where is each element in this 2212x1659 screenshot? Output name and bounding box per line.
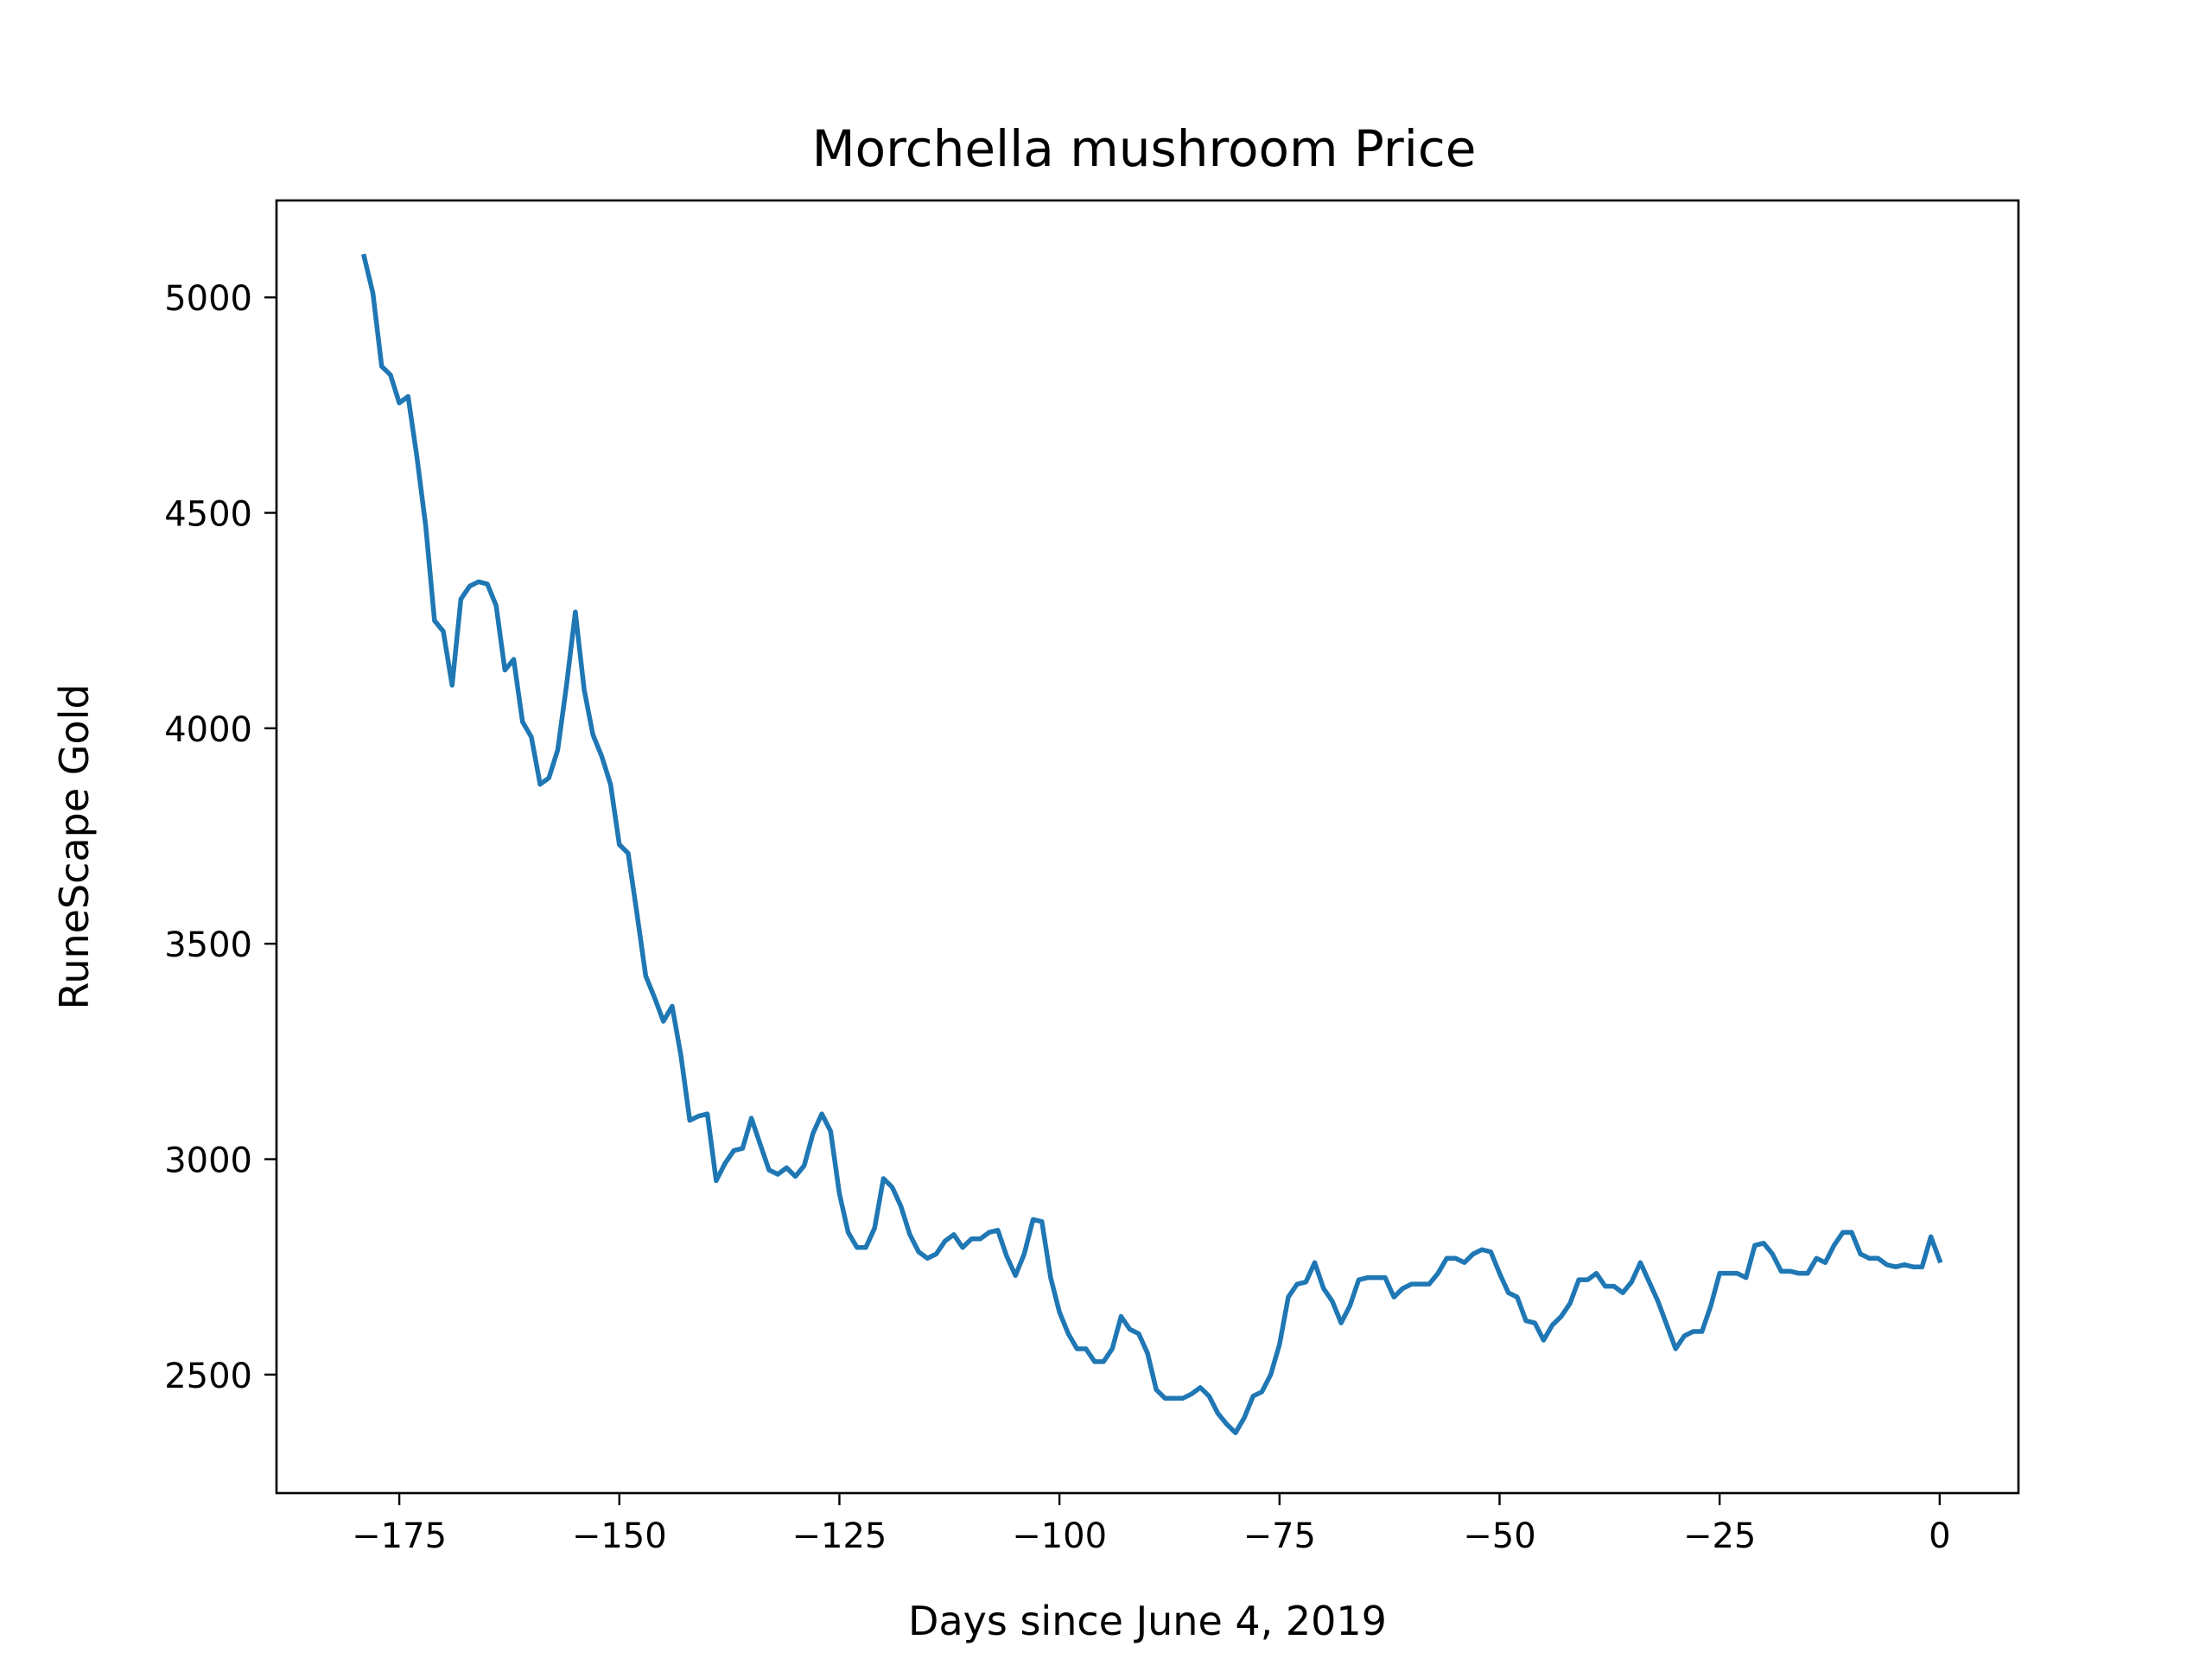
x-tick-label: −75	[1243, 1516, 1316, 1556]
chart-title: Morchella mushroom Price	[812, 119, 1477, 178]
y-tick-label: 4000	[164, 710, 252, 750]
x-axis-label: Days since June 4, 2019	[908, 1598, 1387, 1644]
x-tick-label: −25	[1683, 1516, 1756, 1556]
y-tick-label: 3000	[164, 1141, 252, 1181]
x-tick-label: −100	[1012, 1516, 1107, 1556]
x-tick-label: −50	[1463, 1516, 1535, 1556]
x-tick-label: −175	[352, 1516, 447, 1556]
x-tick-label: 0	[1929, 1516, 1950, 1556]
price-series-line	[361, 253, 1943, 1435]
y-tick-label: 3500	[164, 925, 252, 965]
y-tick-label: 5000	[164, 279, 252, 319]
y-axis-label: RuneScape Gold	[51, 683, 98, 1009]
y-axis-ticks: 2500 3000 3500 4000 4500 5000	[164, 279, 276, 1396]
x-axis-ticks: −175 −150 −125 −100 −75 −50 −25 0	[352, 1493, 1951, 1556]
y-tick-label: 4500	[164, 495, 252, 535]
y-tick-label: 2500	[164, 1357, 252, 1396]
x-tick-label: −125	[792, 1516, 887, 1556]
plot-area-frame	[275, 199, 2020, 1495]
x-tick-label: −150	[572, 1516, 667, 1556]
